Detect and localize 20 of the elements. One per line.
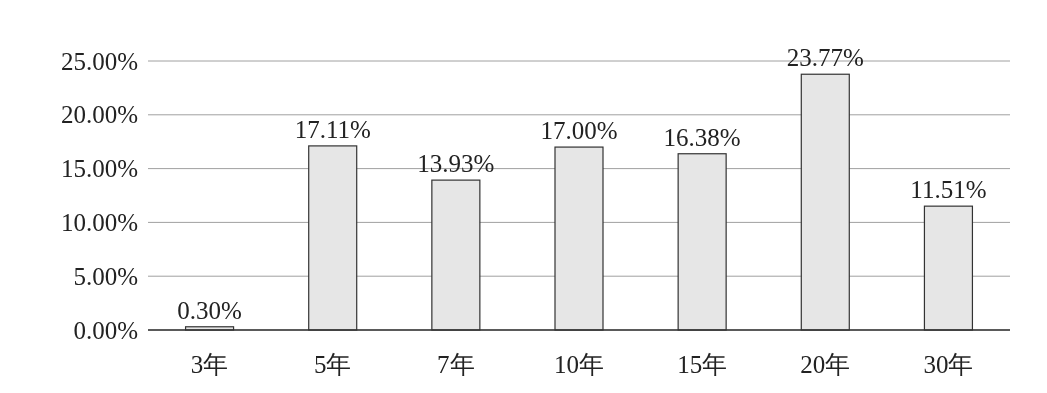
y-tick-label: 20.00% bbox=[60, 101, 138, 129]
y-tick-label: 25.00% bbox=[60, 47, 138, 75]
y-tick-label: 15.00% bbox=[60, 155, 138, 183]
y-tick-label: 10.00% bbox=[60, 208, 138, 236]
data-label: 23.77% bbox=[786, 44, 864, 72]
data-label: 17.00% bbox=[540, 117, 618, 145]
x-tick-label: 10年 bbox=[554, 351, 604, 378]
data-label: 0.30% bbox=[177, 296, 242, 324]
x-tick-label: 20年 bbox=[800, 351, 851, 378]
x-tick-label: 7年 bbox=[437, 351, 475, 378]
x-tick-label: 5年 bbox=[313, 351, 352, 378]
data-label: 17.11% bbox=[294, 115, 371, 143]
x-tick-label: 15年 bbox=[677, 351, 728, 378]
x-tick-label: 3年 bbox=[190, 351, 229, 378]
y-tick-label: 0.00% bbox=[73, 316, 138, 344]
data-label: 13.93% bbox=[417, 150, 495, 178]
x-tick-label: 30年 bbox=[923, 351, 974, 378]
data-label: 11.51% bbox=[910, 176, 987, 204]
data-label: 16.38% bbox=[663, 123, 741, 151]
y-tick-label: 5.00% bbox=[73, 262, 138, 290]
